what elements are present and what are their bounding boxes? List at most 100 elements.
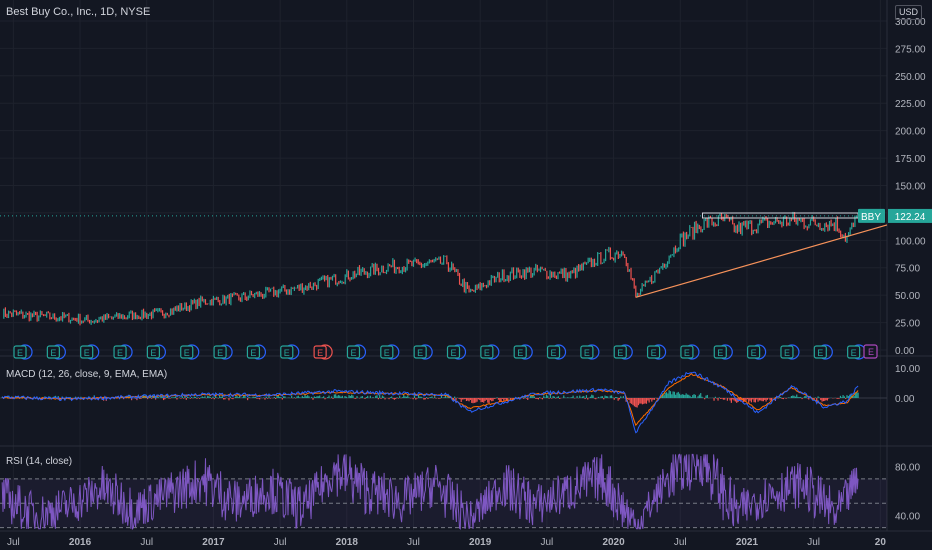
symbol-tag-label: BBY bbox=[861, 212, 881, 223]
earnings-marker[interactable]: E bbox=[513, 344, 533, 360]
earnings-marker[interactable]: E bbox=[847, 344, 867, 360]
macd-axis-label: 0.00 bbox=[895, 394, 915, 405]
earnings-marker[interactable]: E bbox=[446, 344, 467, 360]
earnings-marker[interactable]: E bbox=[480, 344, 500, 360]
last-price-tag bbox=[888, 208, 932, 223]
currency-badge[interactable]: USD bbox=[895, 5, 923, 20]
earnings-marker-box bbox=[680, 345, 694, 359]
earnings-marker-label: E bbox=[17, 348, 23, 358]
earnings-marker[interactable]: E bbox=[680, 344, 700, 360]
earnings-marker[interactable]: E bbox=[246, 344, 267, 360]
earnings-marker-box bbox=[46, 345, 60, 359]
earnings-marker-box bbox=[580, 345, 594, 359]
earnings-marker[interactable]: E bbox=[413, 344, 433, 360]
symbol-tag bbox=[858, 208, 885, 223]
earnings-marker[interactable]: E bbox=[380, 344, 400, 360]
earnings-marker[interactable]: E bbox=[546, 344, 567, 360]
next-earnings-marker bbox=[863, 344, 878, 359]
earnings-marker[interactable]: E bbox=[813, 344, 833, 360]
earnings-marker-label: E bbox=[350, 348, 356, 358]
earnings-marker[interactable]: E bbox=[747, 344, 767, 360]
earnings-marker-label: E bbox=[417, 348, 423, 358]
macd-axis-label: 10.00 bbox=[895, 364, 920, 375]
macd-line bbox=[1, 371, 859, 434]
time-axis-label: 2016 bbox=[69, 537, 92, 548]
earnings-marker-box bbox=[847, 345, 861, 359]
earnings-marker-box bbox=[213, 345, 227, 359]
price-axis-label: 50.00 bbox=[895, 291, 920, 302]
earnings-marker[interactable]: E bbox=[180, 344, 200, 360]
earnings-marker-box bbox=[346, 345, 361, 359]
price-axis-label: 250.00 bbox=[895, 72, 926, 83]
price-axis-label: 200.00 bbox=[895, 127, 926, 138]
earnings-marker[interactable]: E bbox=[713, 344, 733, 360]
earnings-marker[interactable]: E bbox=[213, 344, 233, 360]
earnings-marker[interactable]: E bbox=[646, 344, 667, 360]
time-axis-label: 2020 bbox=[602, 537, 625, 548]
earnings-marker-label: E bbox=[617, 348, 623, 358]
time-axis-label: 20 bbox=[875, 537, 887, 548]
earnings-marker-label: E bbox=[651, 348, 657, 358]
earnings-marker-label: E bbox=[184, 348, 190, 358]
price-axis-label: 75.00 bbox=[895, 264, 920, 275]
earnings-marker-label: E bbox=[517, 348, 523, 358]
earnings-marker-box bbox=[747, 345, 761, 359]
earnings-marker[interactable]: E bbox=[580, 344, 600, 360]
time-axis-label: Jul bbox=[407, 537, 420, 548]
earnings-marker[interactable]: E bbox=[780, 344, 800, 360]
earnings-marker[interactable]: E bbox=[280, 344, 300, 360]
price-axis-label: 150.00 bbox=[895, 181, 926, 192]
earnings-marker-label: E bbox=[84, 348, 90, 358]
price-axis-label: 100.00 bbox=[895, 236, 926, 247]
time-axis-label: 2019 bbox=[469, 537, 492, 548]
time-axis-label: 2018 bbox=[336, 537, 359, 548]
time-axis-label: Jul bbox=[140, 537, 153, 548]
price-axis-label: 300.00 bbox=[895, 17, 926, 28]
rsi-axis-label: 80.00 bbox=[895, 463, 920, 474]
support-trendline bbox=[635, 224, 888, 298]
earnings-marker-box bbox=[780, 345, 794, 359]
earnings-marker-label: E bbox=[317, 348, 323, 358]
earnings-marker-label: E bbox=[584, 348, 590, 358]
earnings-marker[interactable]: E bbox=[613, 344, 633, 360]
macd-label[interactable]: MACD (12, 26, close, 9, EMA, EMA) bbox=[6, 369, 168, 380]
earnings-marker-label: E bbox=[50, 348, 56, 358]
earnings-marker-label: E bbox=[250, 348, 256, 358]
earnings-marker-box bbox=[446, 345, 461, 359]
price-axis-label: 225.00 bbox=[895, 99, 926, 110]
rsi-label[interactable]: RSI (14, close) bbox=[6, 456, 73, 467]
earnings-marker-box bbox=[813, 345, 827, 359]
earnings-marker[interactable]: E bbox=[313, 344, 333, 360]
earnings-marker[interactable]: E bbox=[146, 344, 166, 360]
earnings-marker-box bbox=[380, 345, 394, 359]
earnings-marker-box bbox=[246, 345, 261, 359]
rsi-axis-label: 40.00 bbox=[895, 511, 920, 522]
earnings-marker[interactable]: E bbox=[113, 344, 133, 360]
earnings-marker-box bbox=[180, 345, 194, 359]
rsi-line bbox=[1, 453, 859, 531]
price-axis-label: 0.00 bbox=[895, 346, 915, 357]
earnings-marker-box bbox=[646, 345, 661, 359]
time-axis-label: Jul bbox=[540, 537, 553, 548]
price-axis-label: 275.00 bbox=[895, 44, 926, 55]
earnings-marker[interactable]: E bbox=[346, 344, 367, 360]
earnings-marker-label: E bbox=[717, 348, 723, 358]
earnings-marker[interactable]: E bbox=[46, 344, 66, 360]
time-axis-label: Jul bbox=[274, 537, 287, 548]
earnings-marker-box bbox=[313, 345, 327, 359]
earnings-marker[interactable]: E bbox=[80, 344, 100, 360]
earnings-marker-box bbox=[546, 345, 561, 359]
grid bbox=[0, 0, 887, 530]
earnings-marker-box bbox=[513, 345, 527, 359]
earnings-marker-label: E bbox=[817, 348, 823, 358]
time-axis-label: Jul bbox=[807, 537, 820, 548]
earnings-marker-box bbox=[146, 345, 160, 359]
earnings-marker-label: E bbox=[684, 348, 690, 358]
earnings-marker[interactable]: E bbox=[13, 344, 33, 360]
earnings-marker-label: E bbox=[384, 348, 390, 358]
earnings-marker-box bbox=[13, 345, 27, 359]
earnings-marker-label: E bbox=[751, 348, 757, 358]
price-axis-label: 175.00 bbox=[895, 154, 926, 165]
earnings-marker-label: E bbox=[284, 348, 290, 358]
